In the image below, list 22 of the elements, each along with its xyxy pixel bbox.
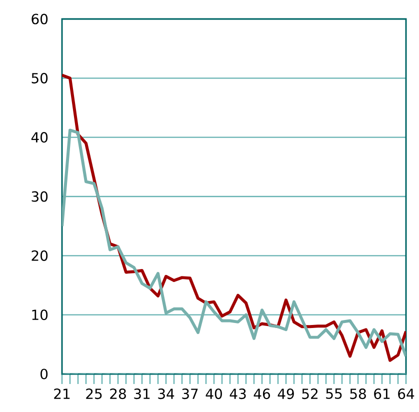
y-tick-label: 20 [32,250,48,261]
x-tick-label: 21 [54,388,70,399]
x-tick-label: 64 [398,388,414,400]
y-tick-label: 10 [32,310,48,320]
x-tick-label: 34 [158,388,174,400]
x-tick-label: 37 [182,388,198,400]
y-tick-label: 30 [32,191,48,202]
x-tick-label: 58 [350,388,366,400]
x-tick-label: 43 [230,388,246,400]
x-tick-label: 49 [278,388,294,400]
y-tick-label: 60 [32,14,48,24]
y-tick-label: 40 [31,132,48,143]
x-tick-label: 40 [206,388,222,400]
y-tick-label: 50 [32,72,48,84]
x-tick-label: 52 [302,388,318,400]
x-tick-label: 46 [254,388,270,400]
x-tick-label: 55 [326,388,342,399]
y-tick-label: 0 [40,368,48,380]
x-tick-label: 61 [374,388,390,400]
x-tick-label: 28 [110,388,126,400]
x-tick-label: 25 [86,388,102,400]
x-tick-label: 31 [134,388,150,400]
